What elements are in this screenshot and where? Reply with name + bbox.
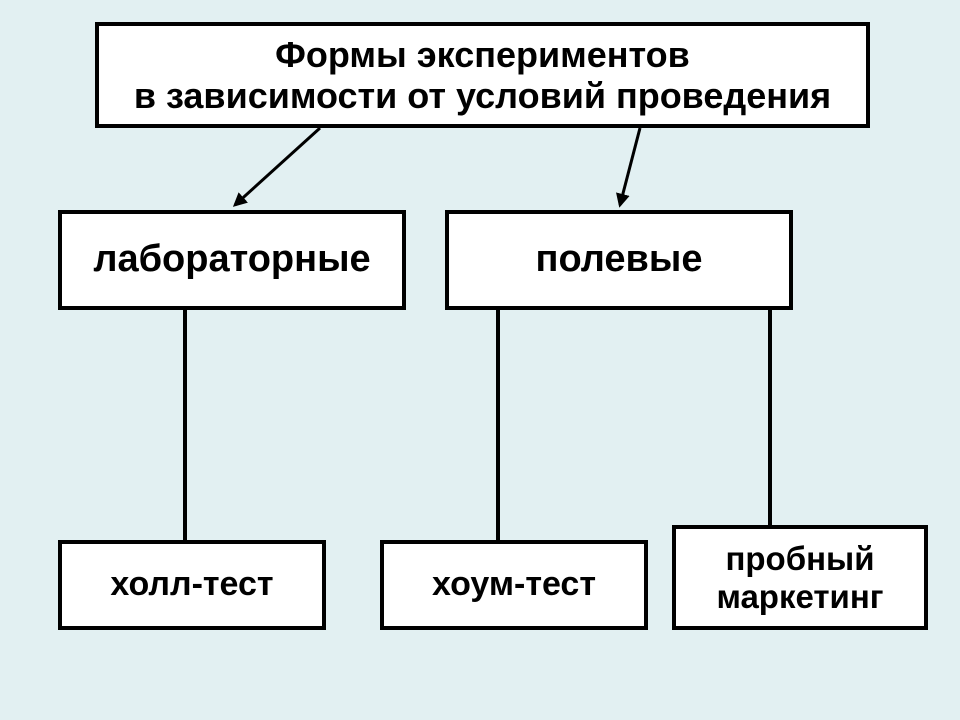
diagram-canvas: Формы экспериментов в зависимости от усл… — [0, 0, 960, 720]
node-field-label: полевые — [536, 238, 703, 282]
arrows-group — [235, 128, 640, 205]
node-field: полевые — [445, 210, 793, 310]
node-home-label: хоум-тест — [432, 565, 596, 604]
node-lab-label: лабораторные — [93, 238, 370, 282]
node-home: хоум-тест — [380, 540, 648, 630]
node-root: Формы экспериментов в зависимости от усл… — [95, 22, 870, 128]
node-hall: холл-тест — [58, 540, 326, 630]
lines-group — [185, 310, 770, 540]
node-hall-label: холл-тест — [110, 565, 273, 604]
node-root-label: Формы экспериментов в зависимости от усл… — [134, 34, 831, 117]
node-lab: лабораторные — [58, 210, 406, 310]
node-trial: пробный маркетинг — [672, 525, 928, 630]
node-trial-label: пробный маркетинг — [686, 540, 914, 616]
